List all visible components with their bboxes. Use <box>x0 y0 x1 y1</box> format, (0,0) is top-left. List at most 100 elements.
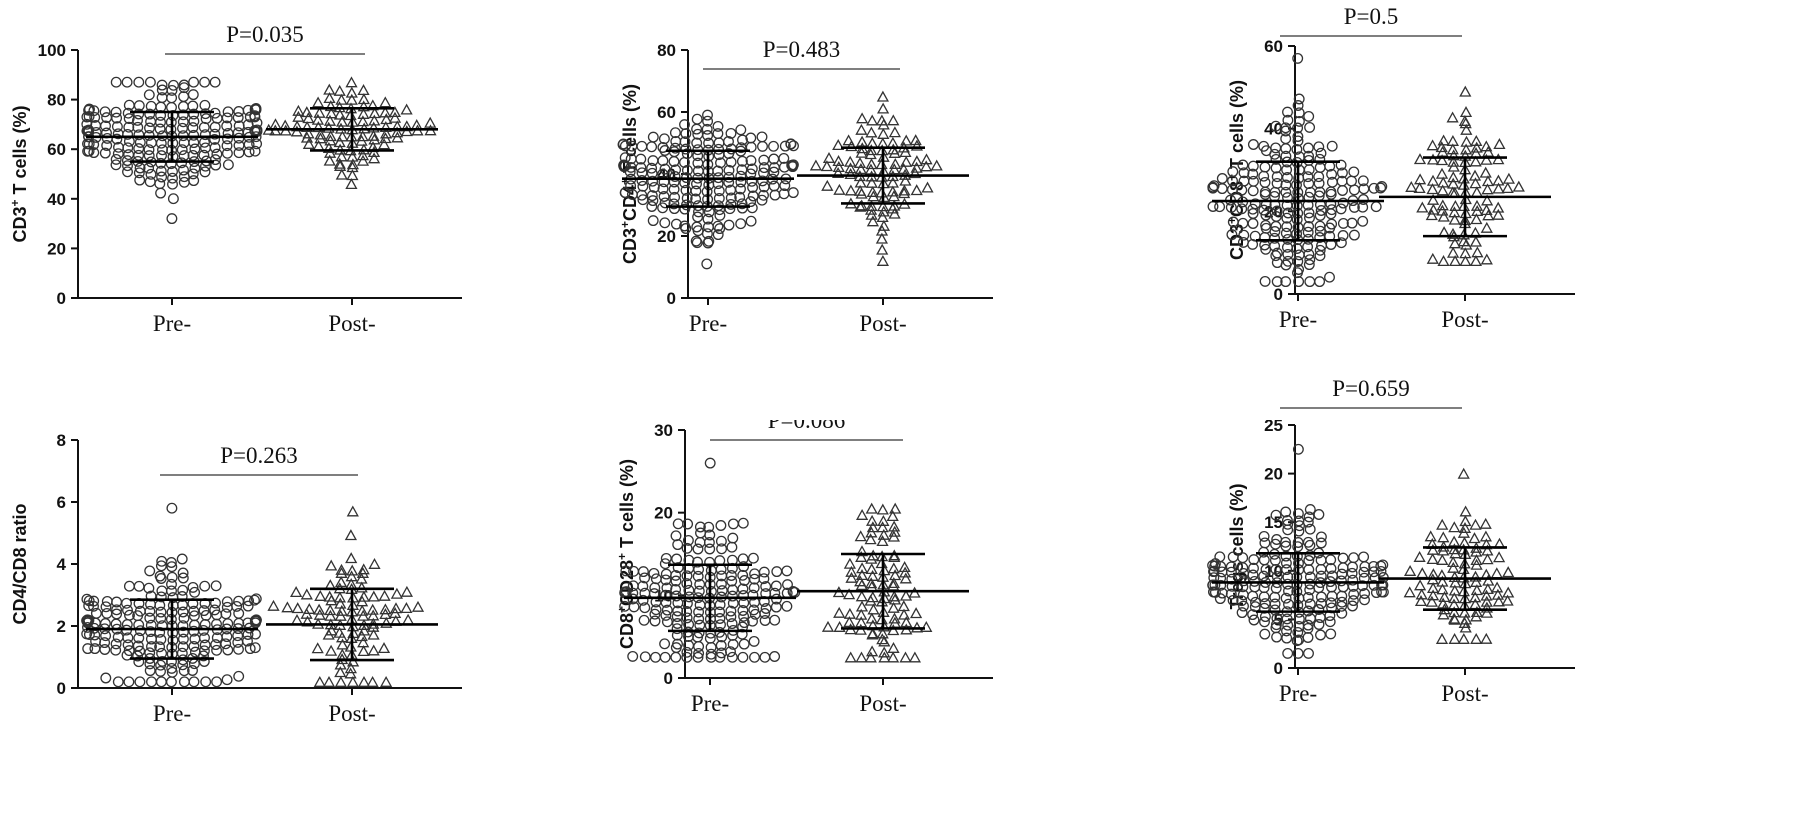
data-point <box>1479 530 1493 542</box>
data-point <box>1238 167 1250 179</box>
data-point <box>156 655 168 667</box>
data-point <box>832 161 845 173</box>
data-point <box>178 91 190 103</box>
data-point <box>355 572 368 584</box>
data-point <box>1214 551 1226 563</box>
mean-sd-bar <box>266 587 438 662</box>
data-point <box>660 609 672 621</box>
data-point <box>368 133 381 145</box>
data-point <box>134 676 146 688</box>
data-point <box>1247 160 1259 172</box>
data-point <box>357 100 370 112</box>
data-point <box>628 565 640 577</box>
data-point <box>388 111 402 123</box>
data-point <box>768 140 779 152</box>
data-point <box>637 180 649 192</box>
data-point <box>1248 562 1259 574</box>
data-point <box>198 645 210 657</box>
data-point <box>144 76 156 88</box>
data-point <box>1280 227 1292 239</box>
data-point <box>1435 141 1448 153</box>
data-point <box>646 162 658 174</box>
data-point <box>1446 143 1459 155</box>
data-point <box>1292 131 1304 142</box>
data-point <box>154 641 166 653</box>
data-point <box>300 120 314 132</box>
data-point <box>1304 578 1316 590</box>
data-point <box>211 644 223 656</box>
data-point <box>1313 509 1325 520</box>
data-point <box>1426 553 1439 565</box>
y-tick-label: 40 <box>1264 120 1283 139</box>
data-point <box>738 561 750 573</box>
data-point <box>357 645 370 657</box>
data-point <box>897 600 910 612</box>
data-point <box>1302 241 1314 253</box>
data-point <box>1425 595 1439 607</box>
data-point <box>144 612 156 624</box>
data-point <box>1368 579 1380 591</box>
data-point <box>155 612 167 624</box>
data-point <box>356 149 370 161</box>
data-point <box>377 642 391 654</box>
data-point <box>1437 134 1450 146</box>
x-category-label: Post- <box>1441 681 1488 706</box>
data-point <box>356 566 370 578</box>
data-point <box>1481 583 1494 595</box>
data-point <box>323 83 336 95</box>
data-point <box>713 137 725 149</box>
data-point <box>334 597 347 609</box>
x-category-label: Post- <box>859 691 906 716</box>
data-point <box>1292 135 1304 147</box>
data-point <box>366 603 379 615</box>
data-point <box>888 612 901 624</box>
data-point <box>134 605 146 617</box>
data-point <box>1258 570 1270 582</box>
data-point <box>910 155 924 167</box>
data-point <box>357 624 371 636</box>
data-point <box>876 627 889 639</box>
data-point <box>133 167 145 179</box>
data-point <box>143 89 155 101</box>
data-point <box>627 580 639 592</box>
data-point <box>1291 143 1303 155</box>
data-point <box>725 192 737 204</box>
data-point <box>639 651 651 663</box>
data-point <box>877 127 890 139</box>
data-point <box>864 533 877 545</box>
data-point <box>99 106 111 118</box>
data-point <box>1479 166 1492 178</box>
data-point <box>302 127 315 139</box>
data-point <box>855 123 868 135</box>
data-point <box>865 612 878 624</box>
data-point <box>639 572 651 584</box>
data-point <box>1448 521 1461 533</box>
data-point <box>671 553 683 565</box>
data-point <box>1482 145 1495 157</box>
data-point <box>1283 585 1294 597</box>
data-point <box>1271 247 1283 259</box>
data-point <box>313 106 326 118</box>
data-point <box>346 505 359 517</box>
data-point <box>313 608 326 620</box>
data-point <box>311 113 325 125</box>
data-point <box>855 569 869 581</box>
data-point <box>156 171 168 183</box>
data-point <box>1492 201 1505 213</box>
data-point <box>692 165 704 177</box>
mean-sd-bar <box>622 149 794 208</box>
data-point <box>855 545 869 557</box>
data-point <box>322 675 336 687</box>
data-point <box>1358 551 1370 563</box>
data-point <box>209 133 221 145</box>
data-point <box>133 632 145 644</box>
mean-sd-bar <box>797 146 969 205</box>
data-point <box>356 130 369 142</box>
data-point <box>726 651 738 663</box>
data-point <box>899 589 913 601</box>
data-point <box>335 604 348 616</box>
data-point <box>866 114 879 126</box>
data-point <box>1269 604 1281 616</box>
p-value-label: P=0.086 <box>768 420 846 433</box>
data-point <box>178 79 190 91</box>
